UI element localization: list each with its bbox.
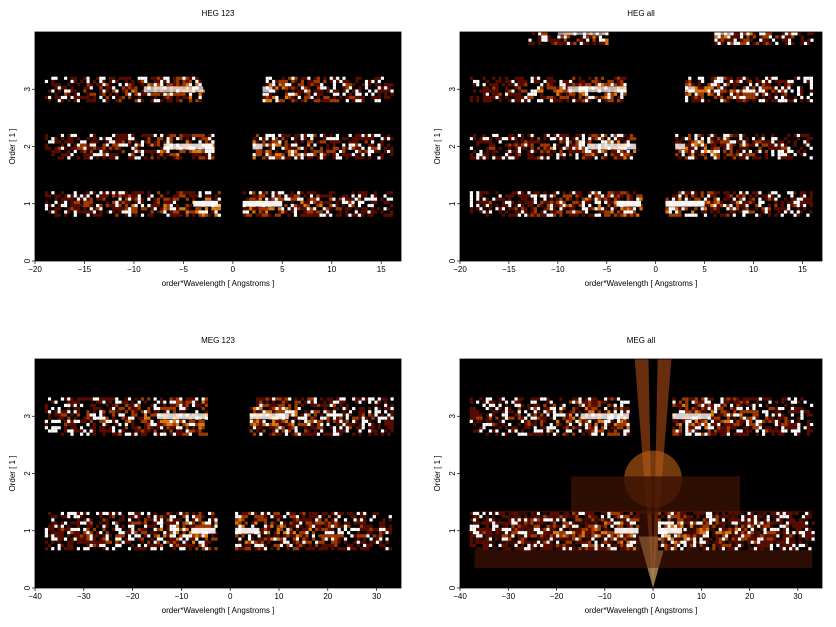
bright-ridge [616,200,641,207]
bright-ridge [242,200,283,207]
x-tick-label: 30 [793,592,802,601]
y-tick-label: 1 [448,201,457,206]
chart-title: MEG 123 [201,336,235,345]
bright-ridge [587,143,637,150]
x-tick-label: −10 [598,592,612,601]
bright-ridge [580,413,629,420]
x-tick-label: 10 [749,265,758,274]
bright-ridge [657,527,683,534]
y-tick-label: 1 [448,528,457,533]
bright-ridge [249,413,289,420]
x-tick-label: −40 [28,592,42,601]
chart-panel-2: HEG all −20 −15 −10 −5 0 5 10 15 0 1 2 3 order*Wavele… [433,9,823,288]
y-tick-label: 1 [23,528,32,533]
x-axis-label: order*Wavelength [ Angstroms ] [162,279,275,288]
x-tick-label: 20 [745,592,754,601]
y-tick-label: 2 [23,471,32,476]
bright-ridge [193,200,218,207]
x-tick-label: 10 [327,265,336,274]
x-tick-label: 30 [372,592,381,601]
x-tick-label: 5 [280,265,285,274]
bright-ridge [614,527,639,534]
bright-ridge [235,527,260,534]
y-tick-label: 1 [23,201,32,206]
x-tick-label: 0 [228,592,233,601]
bright-ridge [685,86,695,93]
y-axis-label: Order [ 1 ] [433,455,442,491]
x-tick-label: −10 [175,592,189,601]
bright-ridge [675,143,686,150]
x-tick-label: −40 [453,592,467,601]
y-tick-label: 0 [448,585,457,590]
x-tick-label: −20 [126,592,140,601]
y-tick-label: 2 [448,144,457,149]
x-axis-label: order*Wavelength [ Angstroms ] [585,606,698,615]
y-axis-label: Order [ 1 ] [8,128,17,164]
x-tick-label: 20 [323,592,332,601]
bright-ridge [567,86,627,93]
x-tick-label: −5 [179,265,189,274]
x-tick-label: 10 [697,592,706,601]
x-axis-label: order*Wavelength [ Angstroms ] [585,279,698,288]
x-tick-label: 15 [377,265,386,274]
x-tick-label: 0 [653,265,658,274]
bright-ridge [672,413,711,420]
bright-ridge [714,32,734,35]
x-tick-label: −5 [602,265,612,274]
chart-panel-3: MEG 123 −40 −30 −20 −10 0 10 20 30 0 1 2 3 order*Wave… [8,336,402,615]
bright-ridge [157,413,206,420]
y-axis-label: Order [ 1 ] [8,455,17,491]
heatmap-cells [469,359,815,588]
y-tick-label: 2 [448,471,457,476]
bright-ridge [557,32,607,35]
x-tick-label: −30 [77,592,91,601]
bright-ridge [163,143,214,150]
x-tick-label: 5 [702,265,707,274]
bright-ridge [262,86,273,93]
bright-ridge [665,200,705,207]
bright-ridge [143,86,204,93]
heatmap-background [35,359,401,588]
y-tick-label: 0 [23,258,32,263]
y-tick-label: 3 [448,86,457,91]
x-tick-label: 0 [651,592,656,601]
chart-panel-4: MEG all −40 −30 −20 −10 0 10 20 30 0 1 2 3 order*Wave… [433,336,823,615]
chart-panel-1: HEG 123 −20 −15 −10 −5 0 5 10 15 0 1 2 3 order*Wavele… [8,9,402,288]
y-axis-label: Order [ 1 ] [433,128,442,164]
x-tick-label: −30 [501,592,515,601]
scattered-band [571,476,740,514]
x-tick-label: −15 [502,265,516,274]
x-tick-label: −20 [28,265,42,274]
x-axis-label: order*Wavelength [ Angstroms ] [162,606,275,615]
y-tick-label: 3 [23,86,32,91]
x-tick-label: 0 [231,265,236,274]
y-tick-label: 3 [448,413,457,418]
x-tick-label: −15 [78,265,92,274]
heatmap-cells [469,32,814,217]
y-tick-label: 0 [23,585,32,590]
x-tick-label: −20 [550,592,564,601]
heatmap-cells [44,76,394,217]
chart-title: HEG 123 [202,9,235,18]
x-tick-label: −10 [127,265,141,274]
x-tick-label: 10 [275,592,284,601]
heatmap-cells [44,397,394,551]
x-tick-label: −20 [453,265,467,274]
y-tick-label: 2 [23,144,32,149]
bright-ridge [191,527,216,534]
x-tick-label: 15 [798,265,807,274]
y-tick-label: 3 [23,413,32,418]
chart-title: HEG all [627,9,655,18]
x-tick-label: −10 [551,265,565,274]
chart-title: MEG all [627,336,656,345]
bright-ridge [252,143,263,150]
y-tick-label: 0 [448,258,457,263]
